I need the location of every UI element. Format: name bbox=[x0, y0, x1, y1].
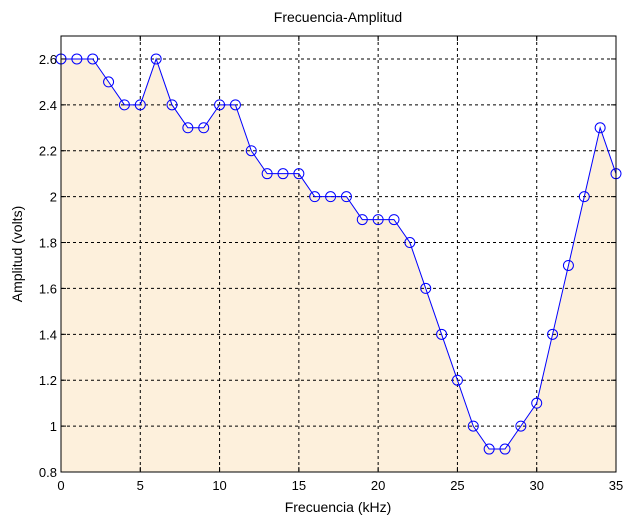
data-point-15 bbox=[293, 168, 305, 180]
y-tick-label-3: 1.4 bbox=[39, 327, 57, 342]
data-point-4 bbox=[118, 99, 130, 111]
data-point-26 bbox=[467, 420, 479, 432]
plot-frame bbox=[60, 35, 617, 473]
x-tick-label-0: 0 bbox=[57, 478, 64, 493]
data-point-23 bbox=[420, 282, 432, 294]
data-point-33 bbox=[578, 191, 590, 203]
x-tick-label-4: 20 bbox=[371, 478, 385, 493]
chart-title: Frecuencia-Amplitud bbox=[274, 9, 402, 25]
data-point-1 bbox=[71, 53, 83, 65]
data-point-2 bbox=[87, 53, 99, 65]
x-tick-label-7: 35 bbox=[609, 478, 623, 493]
x-tick-label-2: 10 bbox=[212, 478, 226, 493]
y-tick-label-2: 1.2 bbox=[39, 373, 57, 388]
y-tick-label-4: 1.6 bbox=[39, 281, 57, 296]
data-point-3 bbox=[103, 76, 115, 88]
data-point-29 bbox=[515, 420, 527, 432]
data-point-28 bbox=[499, 443, 511, 455]
y-tick-label-8: 2.4 bbox=[39, 98, 57, 113]
data-point-32 bbox=[562, 259, 574, 271]
data-point-20 bbox=[372, 214, 384, 226]
data-point-10 bbox=[214, 99, 226, 111]
x-tick-label-1: 5 bbox=[137, 478, 144, 493]
y-tick-label-1: 1 bbox=[50, 419, 57, 434]
y-tick-label-0: 0.8 bbox=[39, 465, 57, 480]
data-point-6 bbox=[150, 53, 162, 65]
data-point-27 bbox=[483, 443, 495, 455]
data-point-7 bbox=[166, 99, 178, 111]
y-tick-label-5: 1.8 bbox=[39, 236, 57, 251]
y-tick-label-7: 2.2 bbox=[39, 144, 57, 159]
area-fill bbox=[61, 58, 616, 473]
data-point-11 bbox=[229, 99, 241, 111]
x-tick-label-3: 15 bbox=[292, 478, 306, 493]
data-point-17 bbox=[325, 191, 337, 203]
data-point-25 bbox=[451, 374, 463, 386]
x-tick-label-5: 25 bbox=[450, 478, 464, 493]
y-axis-label: Amplitud (volts) bbox=[9, 206, 25, 302]
data-point-16 bbox=[309, 191, 321, 203]
data-point-18 bbox=[340, 191, 352, 203]
data-point-12 bbox=[245, 145, 257, 157]
data-point-24 bbox=[436, 328, 448, 340]
data-point-22 bbox=[404, 237, 416, 249]
data-point-9 bbox=[198, 122, 210, 134]
x-tick-label-6: 30 bbox=[529, 478, 543, 493]
data-point-13 bbox=[261, 168, 273, 180]
data-point-19 bbox=[356, 214, 368, 226]
data-point-30 bbox=[531, 397, 543, 409]
data-point-21 bbox=[388, 214, 400, 226]
data-point-5 bbox=[134, 99, 146, 111]
y-tick-label-6: 2 bbox=[50, 190, 57, 205]
data-point-8 bbox=[182, 122, 194, 134]
x-axis-label: Frecuencia (kHz) bbox=[285, 499, 392, 515]
data-point-34 bbox=[594, 122, 606, 134]
data-point-14 bbox=[277, 168, 289, 180]
y-tick-label-9: 2.6 bbox=[39, 52, 57, 67]
data-point-31 bbox=[547, 328, 559, 340]
